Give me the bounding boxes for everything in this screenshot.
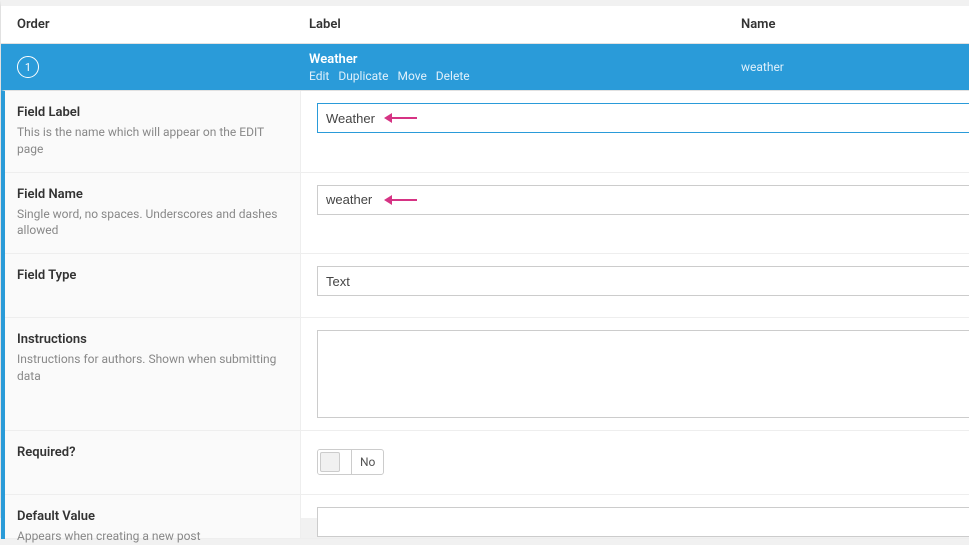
- desc-field-name: Single word, no spaces. Underscores and …: [17, 206, 284, 240]
- desc-field-label: This is the name which will appear on th…: [17, 124, 284, 158]
- selected-title: Weather: [309, 52, 741, 67]
- order-badge: 1: [17, 56, 39, 78]
- label-instructions: Instructions: [17, 332, 284, 347]
- toggle-text: No: [352, 455, 383, 469]
- action-duplicate[interactable]: Duplicate: [338, 69, 388, 83]
- row-field-name: Field Name Single word, no spaces. Under…: [5, 173, 969, 255]
- selected-name: weather: [741, 60, 969, 74]
- toggle-required[interactable]: No: [317, 449, 384, 475]
- textarea-instructions[interactable]: [317, 330, 969, 418]
- acf-field-panel: Order Label Name 1 Weather Edit Duplicat…: [0, 0, 969, 518]
- input-default-value[interactable]: [317, 507, 969, 537]
- label-field-type: Field Type: [17, 268, 284, 283]
- action-move[interactable]: Move: [397, 69, 426, 83]
- desc-default-value: Appears when creating a new post: [17, 528, 284, 545]
- header-name: Name: [741, 17, 969, 32]
- header-order: Order: [1, 17, 301, 32]
- action-edit[interactable]: Edit: [309, 69, 329, 83]
- selected-actions: Edit Duplicate Move Delete: [309, 69, 741, 83]
- toggle-switch-icon: [318, 450, 352, 474]
- annotation-arrow-icon: [387, 199, 417, 201]
- header-label: Label: [301, 17, 741, 32]
- row-instructions: Instructions Instructions for authors. S…: [5, 318, 969, 431]
- row-required: Required? No: [5, 431, 969, 495]
- action-delete[interactable]: Delete: [436, 69, 470, 83]
- label-required: Required?: [17, 445, 284, 460]
- label-field-label: Field Label: [17, 105, 284, 120]
- row-field-label: Field Label This is the name which will …: [5, 91, 969, 173]
- field-settings: Field Label This is the name which will …: [1, 90, 969, 539]
- label-field-name: Field Name: [17, 187, 284, 202]
- header-row: Order Label Name: [1, 6, 969, 44]
- row-default-value: Default Value Appears when creating a ne…: [5, 495, 969, 539]
- select-field-type[interactable]: Text: [317, 266, 969, 296]
- annotation-arrow-icon: [387, 117, 417, 119]
- selected-field-row[interactable]: 1 Weather Edit Duplicate Move Delete wea…: [1, 44, 969, 90]
- row-field-type: Field Type Text: [5, 254, 969, 318]
- label-default-value: Default Value: [17, 509, 284, 524]
- desc-instructions: Instructions for authors. Shown when sub…: [17, 351, 284, 385]
